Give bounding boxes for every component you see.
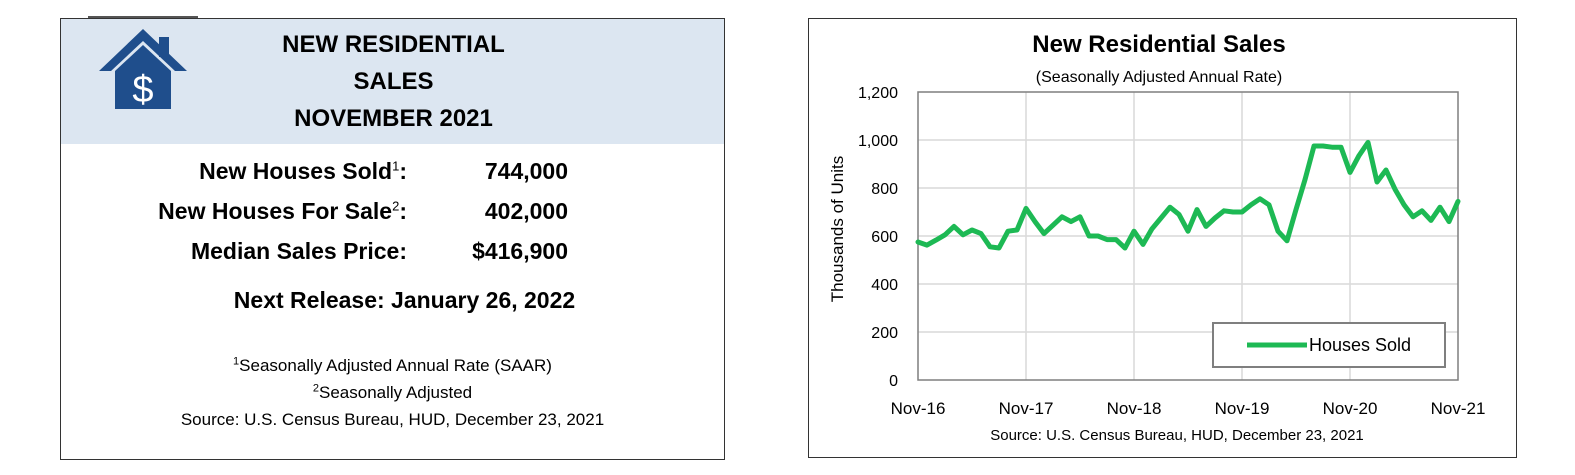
plot-area — [917, 91, 1459, 381]
card-tab-line — [88, 16, 198, 18]
stat-row-houses-sold: New Houses Sold1: 744,000 — [61, 158, 724, 188]
stat-value: 402,000 — [484, 198, 568, 224]
stat-label: New Houses For Sale2: — [158, 198, 407, 224]
footnote-mark: 2 — [392, 198, 400, 214]
x-tick-label: Nov-21 — [1431, 399, 1486, 418]
legend-label: Houses Sold — [1309, 335, 1411, 355]
x-axis-ticks: Nov-16 Nov-17 Nov-18 Nov-19 Nov-20 Nov-21 — [891, 399, 1486, 418]
house-dollar-icon: $ — [99, 29, 187, 111]
y-tick-label: 600 — [871, 229, 898, 246]
summary-card: $ NEW RESIDENTIAL SALES NOVEMBER 2021 Ne… — [60, 18, 725, 460]
line-chart: New Residential Sales (Seasonally Adjust… — [828, 31, 1486, 444]
x-tick-label: Nov-19 — [1215, 399, 1270, 418]
next-release: Next Release: January 26, 2022 — [233, 287, 576, 313]
chart-source: Source: U.S. Census Bureau, HUD, Decembe… — [990, 427, 1364, 444]
chart-subtitle: (Seasonally Adjusted Annual Rate) — [1036, 69, 1282, 86]
footnote-2: 2Seasonally Adjusted — [312, 382, 473, 402]
x-tick-label: Nov-16 — [891, 399, 946, 418]
y-tick-label: 1,200 — [858, 85, 898, 102]
summary-title-line-3: NOVEMBER 2021 — [294, 105, 493, 132]
summary-header — [61, 19, 724, 144]
y-tick-label: 1,000 — [858, 133, 898, 150]
stat-row-houses-for-sale: New Houses For Sale2: 402,000 — [61, 198, 724, 228]
summary-title-line-1: NEW RESIDENTIAL — [282, 31, 505, 58]
stat-row-median-price: Median Sales Price: $416,900 — [61, 238, 724, 268]
svg-text:$: $ — [132, 69, 153, 111]
legend-box — [1212, 322, 1446, 368]
stat-label: New Houses Sold1: — [199, 158, 407, 184]
footnote-mark: 1 — [392, 158, 400, 174]
y-tick-label: 800 — [871, 181, 898, 198]
stat-value: $416,900 — [472, 238, 568, 264]
summary-source: Source: U.S. Census Bureau, HUD, Decembe… — [180, 410, 605, 429]
legend: Houses Sold — [1212, 322, 1446, 368]
y-tick-label: 200 — [871, 325, 898, 342]
x-tick-label: Nov-20 — [1323, 399, 1378, 418]
chart-card: New Residential Sales (Seasonally Adjust… — [808, 18, 1517, 458]
stat-value: 744,000 — [484, 158, 568, 184]
y-axis-ticks: 0 200 400 600 800 1,000 1,200 — [858, 85, 898, 390]
y-tick-label: 400 — [871, 277, 898, 294]
stat-label: Median Sales Price: — [190, 238, 407, 264]
y-tick-label: 0 — [889, 373, 898, 390]
summary-title-line-2: SALES — [353, 68, 434, 95]
chart-title: New Residential Sales — [1032, 31, 1285, 58]
x-tick-label: Nov-18 — [1107, 399, 1162, 418]
y-axis-label: Thousands of Units — [828, 156, 847, 302]
series-line-houses-sold — [915, 139, 1461, 251]
footnote-1: 1Seasonally Adjusted Annual Rate (SAAR) — [233, 355, 552, 375]
x-tick-label: Nov-17 — [999, 399, 1054, 418]
